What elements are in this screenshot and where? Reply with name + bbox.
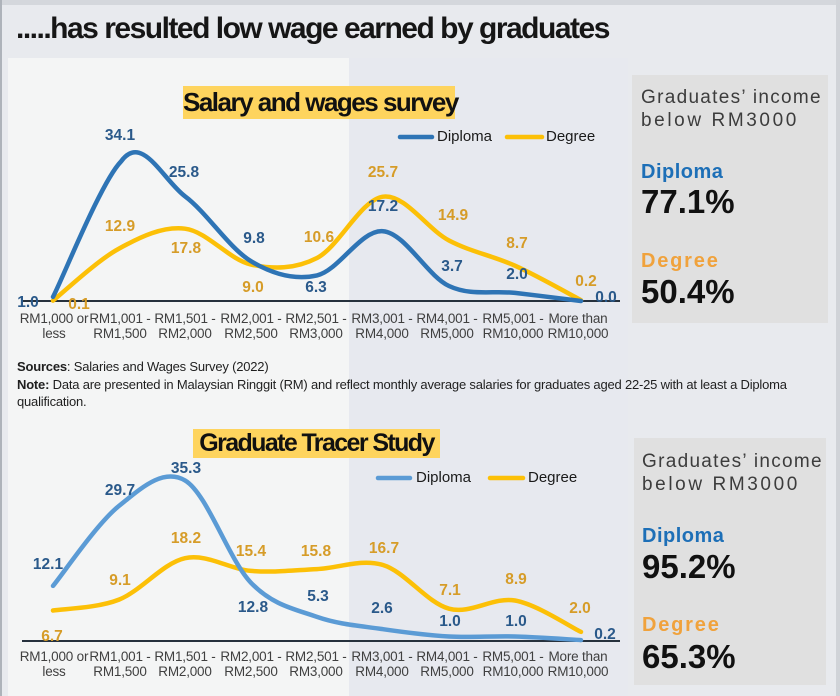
svg-text:35.3: 35.3 [171, 460, 202, 477]
svg-text:12.1: 12.1 [33, 556, 64, 573]
svg-text:12.8: 12.8 [238, 599, 269, 616]
svg-text:9.8: 9.8 [243, 230, 265, 247]
svg-text:29.7: 29.7 [105, 482, 135, 499]
svg-text:0.0: 0.0 [595, 289, 617, 306]
svg-text:2.0: 2.0 [506, 266, 528, 283]
svg-text:16.7: 16.7 [369, 540, 399, 557]
svg-text:0.2: 0.2 [594, 626, 616, 643]
svg-text:0.2: 0.2 [575, 273, 597, 290]
svg-text:6.3: 6.3 [305, 279, 327, 296]
svg-text:7.1: 7.1 [439, 582, 461, 599]
svg-text:1.0: 1.0 [17, 294, 39, 311]
svg-text:18.2: 18.2 [171, 530, 201, 547]
svg-text:1.0: 1.0 [505, 613, 527, 630]
svg-text:12.9: 12.9 [105, 218, 136, 235]
svg-text:15.4: 15.4 [236, 543, 267, 560]
svg-text:34.1: 34.1 [105, 127, 136, 144]
svg-text:14.9: 14.9 [438, 207, 469, 224]
svg-text:9.1: 9.1 [109, 572, 131, 589]
svg-text:1.0: 1.0 [439, 613, 461, 630]
svg-text:6.7: 6.7 [41, 628, 63, 645]
svg-text:5.3: 5.3 [307, 588, 329, 605]
svg-text:15.8: 15.8 [301, 543, 332, 560]
svg-text:10.6: 10.6 [304, 229, 335, 246]
svg-text:9.0: 9.0 [242, 279, 264, 296]
svg-text:17.8: 17.8 [171, 240, 202, 257]
svg-text:25.7: 25.7 [368, 164, 398, 181]
svg-text:17.2: 17.2 [368, 198, 398, 215]
svg-text:2.6: 2.6 [371, 600, 393, 617]
svg-text:2.0: 2.0 [569, 600, 591, 617]
svg-text:3.7: 3.7 [441, 258, 463, 275]
svg-text:8.7: 8.7 [506, 235, 528, 252]
svg-text:25.8: 25.8 [169, 164, 200, 181]
svg-text:0.1: 0.1 [68, 296, 90, 313]
svg-text:8.9: 8.9 [505, 571, 527, 588]
